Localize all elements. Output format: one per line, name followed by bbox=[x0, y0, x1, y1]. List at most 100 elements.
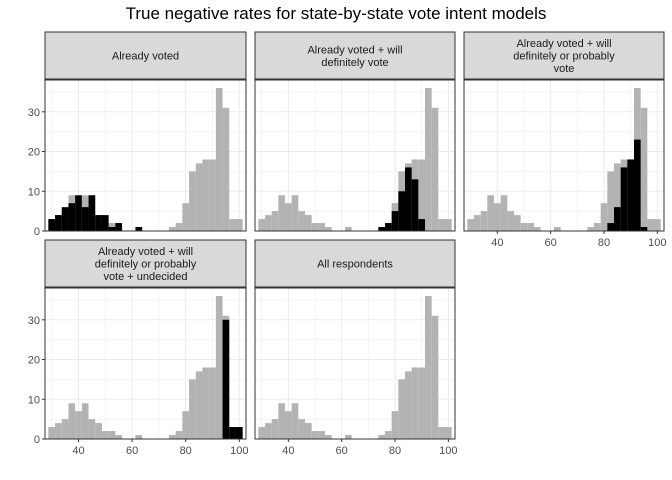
background-bar bbox=[438, 219, 445, 231]
background-bar bbox=[265, 423, 272, 439]
panel-border bbox=[463, 79, 665, 232]
background-bar bbox=[195, 371, 203, 439]
facet-strip bbox=[254, 239, 456, 288]
y-tick-label: 10 bbox=[28, 186, 40, 198]
x-tick-label: 40 bbox=[72, 445, 84, 457]
highlight-bar bbox=[229, 427, 236, 439]
background-bar bbox=[298, 419, 305, 439]
background-bar bbox=[55, 423, 62, 439]
background-bar bbox=[271, 419, 279, 439]
background-bar bbox=[209, 367, 216, 439]
facet-strip-label: Already voted + will definitely or probab… bbox=[95, 246, 197, 283]
background-bar bbox=[278, 195, 285, 231]
background-bar bbox=[285, 203, 292, 231]
background-bar bbox=[195, 163, 203, 231]
background-bar bbox=[209, 159, 216, 231]
highlight-bar bbox=[620, 167, 628, 231]
x-tick-label: 40 bbox=[491, 237, 503, 249]
highlight-bar bbox=[68, 203, 76, 231]
background-bar bbox=[500, 195, 508, 231]
background-bar bbox=[520, 223, 528, 231]
background-bar bbox=[189, 379, 196, 439]
background-bar bbox=[534, 227, 541, 231]
background-bar bbox=[108, 431, 116, 439]
panel-border bbox=[254, 79, 456, 232]
highlight-bar bbox=[222, 319, 230, 439]
y-tick-label: 0 bbox=[34, 226, 40, 238]
highlight-bar bbox=[55, 215, 62, 231]
background-bar bbox=[235, 219, 243, 231]
facet-strip bbox=[44, 239, 247, 288]
facet-strip-label: Already voted + will definitely vote bbox=[307, 44, 402, 69]
facet-strip bbox=[254, 31, 456, 80]
facet-strip-label: Already voted bbox=[112, 51, 179, 63]
highlight-bar bbox=[418, 219, 425, 231]
x-tick-label: 80 bbox=[598, 237, 610, 249]
panel-border bbox=[44, 79, 247, 232]
background-bar bbox=[215, 295, 223, 439]
background-bar bbox=[88, 419, 96, 439]
highlight-bar bbox=[385, 223, 392, 231]
background-bar bbox=[654, 219, 661, 231]
background-bar bbox=[405, 371, 412, 439]
x-tick-label: 60 bbox=[336, 445, 348, 457]
highlight-bar bbox=[95, 215, 102, 231]
y-tick-label: 10 bbox=[28, 394, 40, 406]
highlight-bar bbox=[115, 223, 123, 231]
highlight-bar bbox=[108, 227, 116, 231]
background-bar bbox=[108, 223, 116, 231]
background-bar bbox=[271, 211, 279, 231]
highlight-bar bbox=[81, 207, 89, 231]
background-bar bbox=[168, 435, 176, 439]
background-bar bbox=[189, 171, 196, 231]
x-tick-label: 100 bbox=[648, 237, 666, 249]
background-bar bbox=[75, 411, 82, 439]
highlight-bar bbox=[627, 159, 634, 231]
background-bar bbox=[554, 227, 561, 231]
highlight-bar bbox=[101, 215, 109, 231]
background-bar bbox=[438, 427, 445, 439]
background-bar bbox=[222, 107, 230, 231]
highlight-bar bbox=[235, 427, 243, 439]
background-bar bbox=[385, 431, 392, 439]
highlight-bar bbox=[61, 207, 69, 231]
highlight-bar bbox=[405, 167, 412, 231]
background-bar bbox=[431, 107, 439, 231]
background-bar bbox=[345, 435, 352, 439]
x-tick-label: 100 bbox=[439, 445, 457, 457]
highlight-bar bbox=[48, 219, 56, 231]
background-bar bbox=[101, 431, 109, 439]
chart-title: True negative rates for state-by-state v… bbox=[125, 4, 547, 23]
x-tick-label: 60 bbox=[545, 237, 557, 249]
x-tick-label: 80 bbox=[180, 445, 192, 457]
background-bar bbox=[445, 219, 452, 231]
background-bar bbox=[325, 435, 332, 439]
highlight-bar bbox=[88, 195, 96, 231]
background-bar bbox=[391, 411, 399, 439]
background-bar bbox=[480, 211, 488, 231]
background-bar bbox=[514, 215, 521, 231]
background-bar bbox=[115, 435, 123, 439]
background-bar bbox=[411, 367, 419, 439]
y-tick-label: 30 bbox=[28, 315, 40, 327]
background-bar bbox=[474, 215, 481, 231]
background-bar bbox=[487, 195, 494, 231]
background-bar bbox=[175, 431, 183, 439]
background-bar bbox=[202, 159, 210, 231]
highlight-bar bbox=[614, 207, 621, 231]
background-bar bbox=[135, 435, 143, 439]
background-bar bbox=[418, 159, 425, 231]
background-bar bbox=[61, 419, 69, 439]
background-bar bbox=[640, 107, 648, 231]
background-bar bbox=[527, 223, 534, 231]
background-bar bbox=[202, 367, 210, 439]
x-tick-label: 80 bbox=[389, 445, 401, 457]
background-bar bbox=[587, 227, 594, 231]
background-bar bbox=[418, 367, 425, 439]
x-tick-label: 100 bbox=[230, 445, 248, 457]
background-bar bbox=[318, 431, 325, 439]
background-bar bbox=[285, 411, 292, 439]
highlight-bar bbox=[75, 195, 82, 231]
